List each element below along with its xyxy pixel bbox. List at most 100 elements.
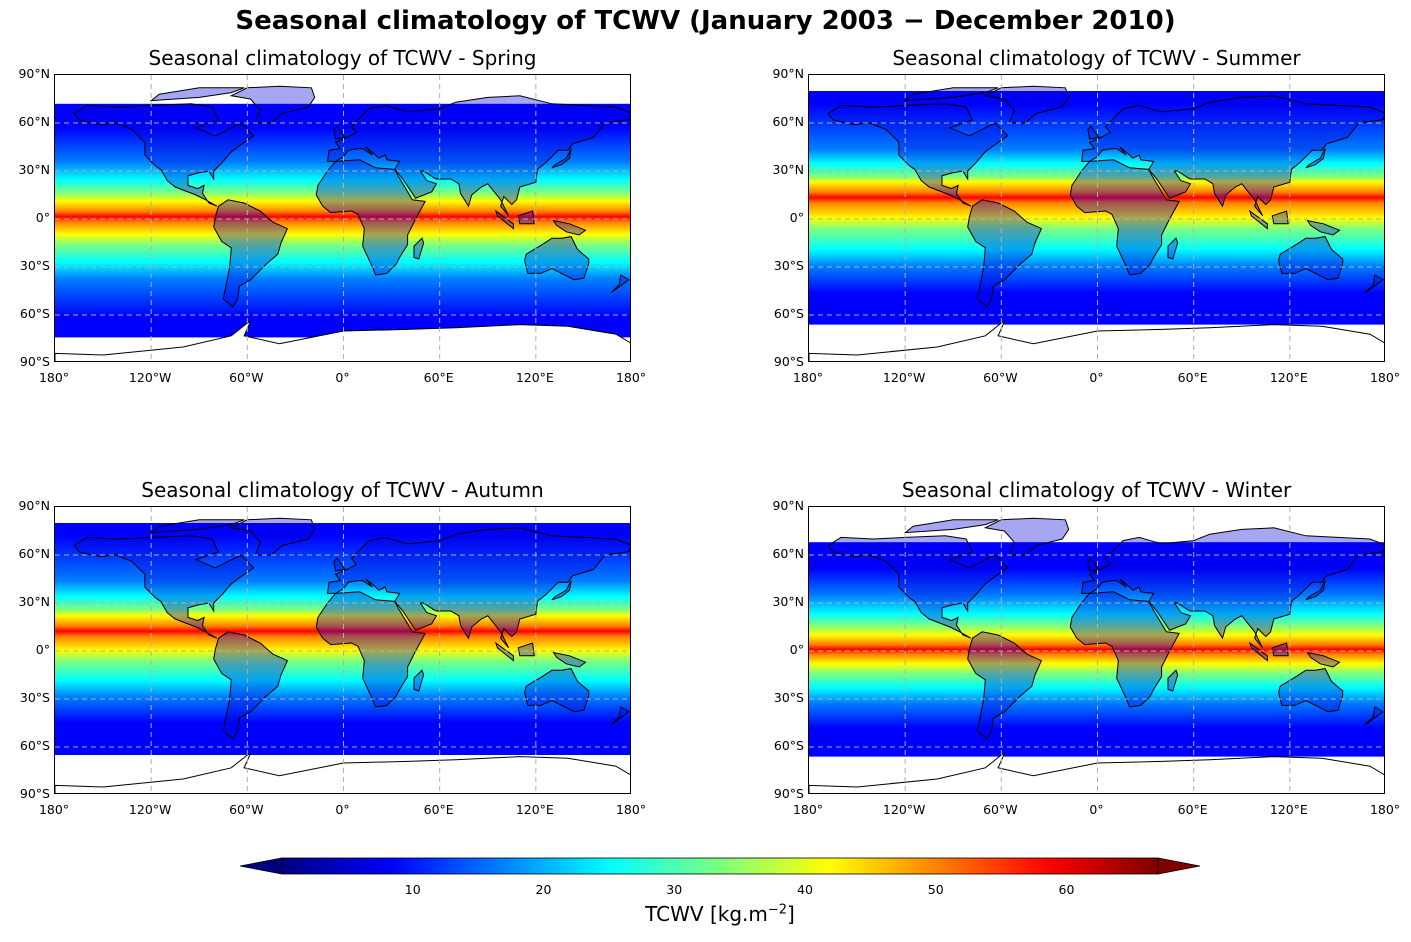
coastline	[1364, 706, 1384, 726]
coastline	[1248, 209, 1268, 230]
coastline	[1306, 219, 1341, 236]
lon-tick-label: 60°E	[423, 370, 454, 385]
lat-tick-label: 60°N	[18, 114, 50, 129]
panel-title-summer: Seasonal climatology of TCWV - Summer	[892, 46, 1301, 70]
coastline	[983, 85, 1070, 124]
lat-tick-label: 60°N	[772, 546, 804, 561]
panel-title-winter: Seasonal climatology of TCWV - Winter	[901, 478, 1292, 502]
map-autumn	[54, 506, 631, 794]
lon-tick-label: 0°	[335, 370, 350, 385]
coastline	[524, 236, 590, 281]
colorbar-tick-label: 20	[535, 882, 552, 897]
map-winter	[808, 506, 1385, 794]
colorbar-extend-high	[1157, 857, 1200, 875]
coastline	[967, 631, 1043, 740]
lon-tick-label: 120°W	[128, 370, 172, 385]
figure-title: Seasonal climatology of TCWV (January 20…	[235, 6, 1176, 36]
coastline	[229, 85, 316, 124]
coastline	[903, 87, 999, 102]
lon-tick-label: 0°	[335, 802, 350, 817]
lon-tick-label: 180°	[1369, 370, 1401, 385]
tcwv-field-winter	[809, 507, 1384, 793]
coastline	[1305, 580, 1326, 601]
coastline	[213, 199, 289, 308]
lat-tick-label: 60°S	[773, 738, 804, 753]
tcwv-field-autumn	[55, 507, 630, 793]
coastline	[903, 519, 999, 534]
lon-tick-label: 180°	[792, 802, 824, 817]
coastline	[524, 668, 590, 713]
colorbar-tick-label: 40	[797, 882, 813, 897]
colorbar-body	[281, 857, 1159, 875]
lon-tick-label: 180°	[38, 802, 70, 817]
lat-tick-label: 60°S	[19, 738, 50, 753]
coastline	[967, 199, 1043, 308]
map-summer	[808, 74, 1385, 362]
coastline	[494, 209, 514, 230]
lat-tick-label: 90°S	[773, 786, 804, 801]
lat-tick-label: 90°N	[18, 66, 50, 81]
lat-tick-label: 90°S	[19, 786, 50, 801]
coastline	[333, 125, 346, 140]
lon-tick-label: 0°	[1089, 802, 1104, 817]
coastline	[1248, 641, 1268, 662]
lat-tick-label: 90°S	[773, 354, 804, 369]
lat-tick-label: 30°N	[18, 162, 50, 177]
coastline	[1271, 210, 1289, 225]
lat-tick-label: 0°	[789, 210, 804, 225]
lon-tick-label: 120°W	[882, 370, 926, 385]
coastline	[149, 519, 245, 534]
coastline	[827, 535, 1009, 639]
lon-tick-label: 60°E	[1177, 802, 1208, 817]
coastline	[1167, 237, 1179, 260]
lat-tick-label: 90°N	[772, 66, 804, 81]
coastline	[983, 517, 1070, 556]
coastline	[1364, 274, 1384, 294]
lon-tick-label: 120°E	[1269, 802, 1308, 817]
colorbar-label: TCWV [kg.m−2]	[645, 902, 795, 926]
coastline	[73, 103, 255, 207]
coastline	[1278, 668, 1344, 713]
coastline	[610, 706, 630, 726]
coastline	[610, 274, 630, 294]
lon-tick-label: 180°	[792, 370, 824, 385]
lon-tick-label: 0°	[1089, 370, 1104, 385]
lat-tick-label: 0°	[35, 642, 50, 657]
coastline	[333, 557, 346, 572]
lat-tick-label: 60°N	[18, 546, 50, 561]
coastline	[517, 210, 535, 225]
coastline	[551, 148, 572, 169]
lat-tick-label: 30°S	[19, 690, 50, 705]
lat-tick-label: 30°N	[772, 594, 804, 609]
colorbar-tick-label: 30	[666, 882, 683, 897]
lon-tick-label: 120°W	[882, 802, 926, 817]
coastline	[1069, 591, 1180, 708]
coastline	[1278, 236, 1344, 281]
tcwv-field-spring	[55, 75, 630, 361]
lon-tick-label: 60°E	[1177, 370, 1208, 385]
lat-tick-label: 90°S	[19, 354, 50, 369]
coastline	[73, 535, 255, 639]
antarctica-coastline	[55, 320, 630, 361]
lat-tick-label: 30°N	[772, 162, 804, 177]
lat-tick-label: 0°	[35, 210, 50, 225]
coastline	[1271, 642, 1289, 657]
lat-tick-label: 60°S	[19, 306, 50, 321]
panel-title-spring: Seasonal climatology of TCWV - Spring	[148, 46, 537, 70]
lat-tick-label: 60°N	[772, 114, 804, 129]
lon-tick-label: 60°W	[229, 370, 264, 385]
coastline	[552, 219, 587, 236]
coastline	[213, 631, 289, 740]
coastline	[149, 87, 245, 102]
lon-tick-label: 60°W	[983, 802, 1018, 817]
coastline	[1087, 557, 1100, 572]
coastline	[1306, 651, 1341, 668]
coastline	[552, 651, 587, 668]
lon-tick-label: 60°W	[983, 370, 1018, 385]
coastline	[229, 517, 316, 556]
colorbar	[240, 857, 1200, 875]
coastline	[1305, 148, 1326, 169]
coastline	[326, 527, 630, 649]
panel-title-autumn: Seasonal climatology of TCWV - Autumn	[141, 478, 544, 502]
coastline	[1167, 669, 1179, 692]
